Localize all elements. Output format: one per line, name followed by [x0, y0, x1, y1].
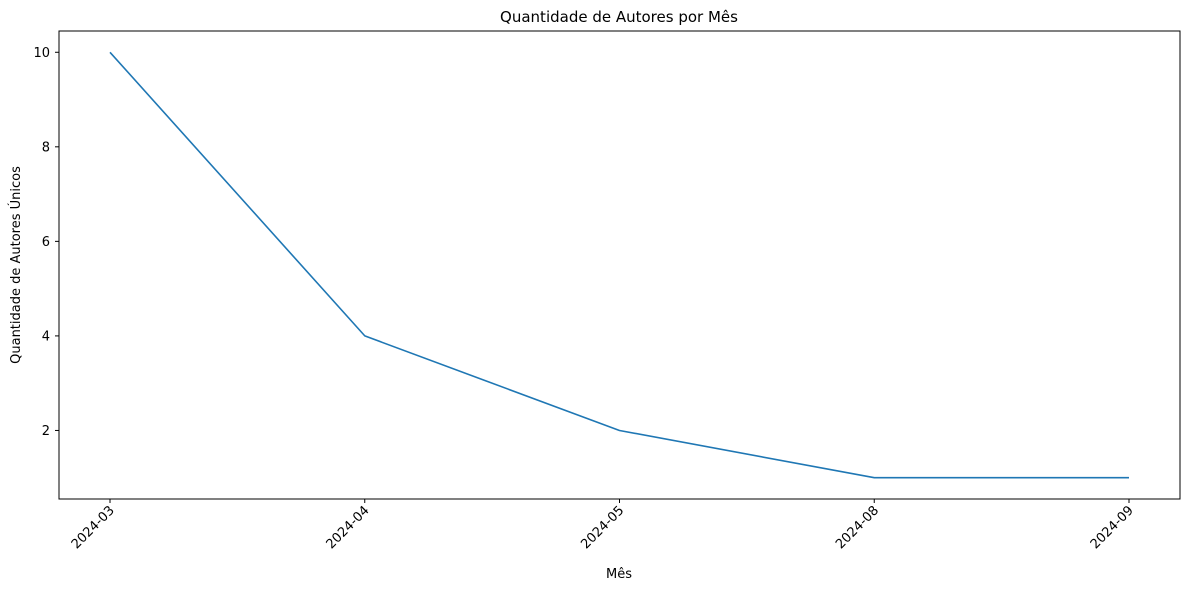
y-tick-label: 4 — [42, 329, 50, 344]
x-tick-label: 2024-09 — [1088, 503, 1137, 552]
x-tick-label: 2024-04 — [324, 503, 373, 552]
x-tick-label: 2024-05 — [578, 503, 627, 552]
y-axis-label: Quantidade de Autores Únicos — [8, 166, 24, 364]
x-tick-label: 2024-08 — [833, 503, 882, 552]
y-axis: 2 4 6 8 10 — [33, 46, 59, 439]
plot-area-frame — [58, 30, 1181, 500]
x-axis-label: Mês — [606, 567, 632, 582]
x-tick-label: 2024-03 — [69, 503, 118, 552]
x-axis: 2024-03 2024-04 2024-05 2024-08 2024-09 — [69, 499, 1137, 552]
y-tick-label: 8 — [42, 140, 50, 155]
series-line — [109, 51, 1129, 479]
series-layer — [109, 51, 1130, 479]
y-tick-label: 6 — [42, 235, 50, 250]
y-tick-label: 2 — [42, 424, 50, 439]
chart-title: Quantidade de Autores por Mês — [500, 8, 738, 26]
y-tick-label: 10 — [33, 46, 50, 61]
